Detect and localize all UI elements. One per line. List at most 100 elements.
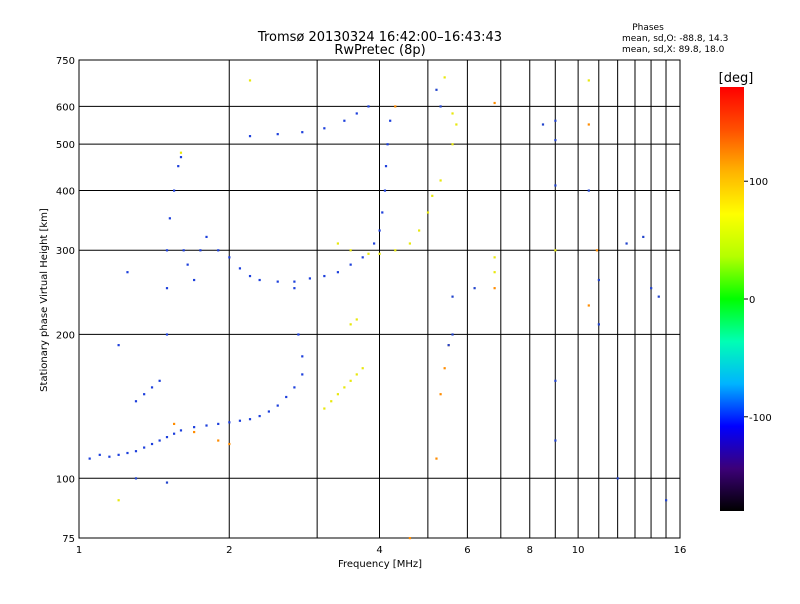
data-point xyxy=(349,323,352,326)
colorbar-tick-label: 0 xyxy=(749,295,755,306)
data-point xyxy=(179,156,183,159)
colorbar-ticks: 100 0 -100 xyxy=(744,177,772,424)
data-point xyxy=(355,112,358,115)
data-point xyxy=(367,105,370,108)
data-point xyxy=(665,499,668,502)
data-point xyxy=(650,287,653,290)
data-point xyxy=(134,450,138,453)
data-point xyxy=(108,455,111,458)
data-point xyxy=(439,393,442,396)
data-point xyxy=(88,457,91,460)
data-point xyxy=(597,323,600,326)
data-point xyxy=(172,432,176,435)
data-point xyxy=(418,229,421,232)
x-tick-label: 16 xyxy=(674,545,687,556)
data-point xyxy=(439,179,442,182)
x-axis-ticks: 1 2 4 6 8 10 16 xyxy=(76,545,687,556)
data-point xyxy=(301,373,304,376)
data-point xyxy=(323,274,326,278)
data-point xyxy=(554,139,557,142)
data-point xyxy=(117,453,120,456)
data-points xyxy=(88,76,668,540)
data-point xyxy=(381,211,384,214)
data-point xyxy=(323,407,326,410)
phase-box-line2: mean, sd,X: 89.8, 18.0 xyxy=(622,45,725,55)
data-point xyxy=(117,344,120,347)
data-point xyxy=(394,105,397,108)
data-point xyxy=(657,295,660,298)
data-point xyxy=(193,430,196,434)
data-point xyxy=(587,123,590,126)
data-point xyxy=(435,88,438,91)
data-point xyxy=(384,165,388,168)
data-point xyxy=(435,457,438,460)
data-point xyxy=(301,131,304,134)
data-point xyxy=(165,287,169,290)
x-tick-label: 4 xyxy=(376,545,382,556)
data-point xyxy=(172,189,176,192)
data-point xyxy=(349,249,352,252)
data-point xyxy=(616,477,619,480)
data-point xyxy=(217,422,220,426)
data-point xyxy=(373,242,376,245)
y-axis-ticks: 75 100 200 300 400 500 600 750 xyxy=(56,56,75,545)
data-point xyxy=(150,386,154,389)
data-point xyxy=(595,249,598,252)
data-point xyxy=(258,278,261,282)
data-point xyxy=(587,304,590,307)
data-point xyxy=(431,194,434,197)
data-point xyxy=(186,263,189,266)
data-point xyxy=(443,76,446,79)
chart-subtitle: RwPretec (8p) xyxy=(334,43,425,58)
data-point xyxy=(394,249,397,252)
data-point xyxy=(386,143,389,146)
data-point xyxy=(493,271,496,274)
y-tick-label: 750 xyxy=(56,56,75,67)
data-point xyxy=(143,393,146,396)
data-point xyxy=(408,537,411,540)
data-point xyxy=(248,274,252,278)
data-point xyxy=(587,79,590,82)
data-point xyxy=(330,400,333,403)
data-point xyxy=(172,422,176,426)
data-point xyxy=(336,393,340,396)
y-tick-label: 400 xyxy=(56,186,75,197)
data-point xyxy=(361,367,364,370)
data-point xyxy=(493,287,496,290)
data-point xyxy=(554,249,557,252)
data-point xyxy=(165,481,169,484)
data-point xyxy=(361,256,364,259)
data-point xyxy=(451,112,454,115)
x-tick-label: 1 xyxy=(76,545,82,556)
data-point xyxy=(349,379,352,382)
data-point xyxy=(165,249,169,252)
data-point xyxy=(554,439,557,442)
colorbar xyxy=(720,87,744,511)
data-point xyxy=(451,333,454,336)
data-point xyxy=(323,127,326,130)
data-point xyxy=(301,355,304,358)
y-tick-label: 600 xyxy=(56,102,75,113)
data-point xyxy=(267,410,270,413)
colorbar-tick-label: 100 xyxy=(749,177,768,188)
y-axis-label: Stationary phase Virtual Height [km] xyxy=(39,208,50,392)
x-tick-label: 10 xyxy=(572,545,585,556)
data-point xyxy=(447,344,450,347)
data-point xyxy=(439,105,442,108)
chart-title: Tromsø 20130324 16:42:00–16:43:43 xyxy=(257,30,502,45)
colorbar-tick-label: -100 xyxy=(749,413,772,424)
data-point xyxy=(343,386,346,389)
data-point xyxy=(228,442,231,446)
colorbar-label: [deg] xyxy=(719,71,754,86)
y-tick-label: 300 xyxy=(56,246,75,257)
grid-lines xyxy=(78,59,681,539)
data-point xyxy=(217,439,220,442)
data-point xyxy=(293,386,296,389)
data-point xyxy=(238,267,242,270)
data-point xyxy=(199,249,202,252)
data-point xyxy=(143,446,146,449)
data-point xyxy=(248,79,252,82)
data-point xyxy=(285,395,288,399)
data-point xyxy=(297,333,300,336)
